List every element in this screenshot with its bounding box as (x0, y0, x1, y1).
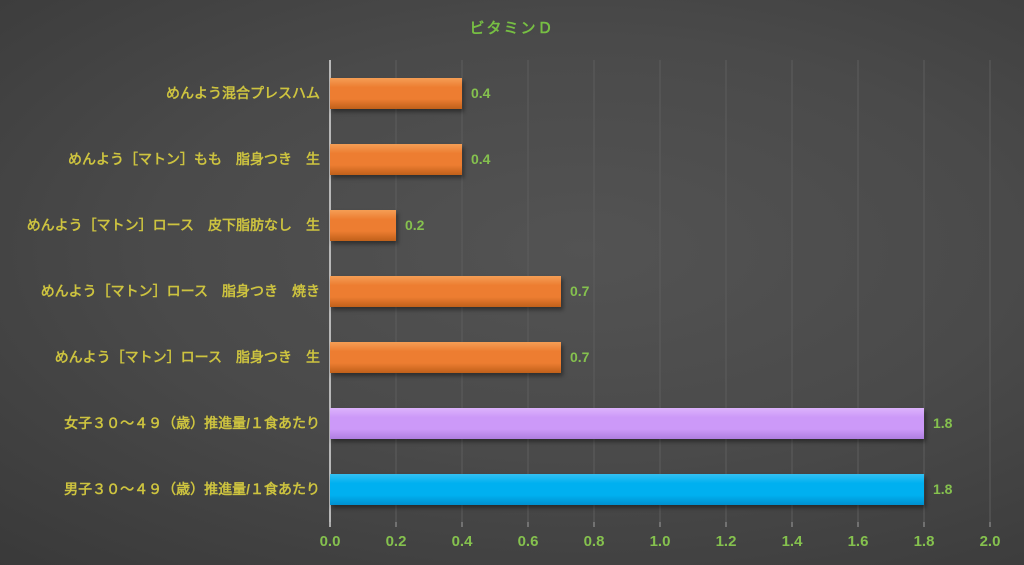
x-tick-mark (461, 522, 463, 527)
x-tick-label: 0.6 (517, 533, 539, 550)
gridline (791, 60, 793, 522)
gridline (725, 60, 727, 522)
x-tick-label: 1.6 (847, 533, 869, 550)
bar-row: 女子３０～４９（歳）推進量/１食あたり 1.8 (64, 390, 990, 456)
category-label: めんよう［マトン］ロース 脂身つき 生 (54, 349, 320, 365)
x-tick-label: 0.2 (385, 533, 407, 550)
value-label: 0.7 (570, 349, 590, 365)
gridline (989, 60, 991, 522)
x-tick-mark (593, 522, 595, 527)
category-label: めんよう［マトン］ロース 脂身つき 焼き (40, 283, 320, 299)
x-tick-mark (791, 522, 793, 527)
category-label: 女子３０～４９（歳）推進量/１食あたり (64, 415, 320, 431)
x-tick-label: 2.0 (979, 533, 1001, 550)
x-tick-mark (725, 522, 727, 527)
bar (330, 209, 396, 241)
value-label: 0.7 (570, 283, 590, 299)
bar-rows: めんよう混合プレスハム 0.4 めんよう［マトン］もも 脂身つき 生 0.4 めんよう［… (27, 60, 990, 522)
category-label: めんよう［マトン］もも 脂身つき 生 (68, 151, 320, 167)
gridline (659, 60, 661, 522)
x-tick-label: 0.4 (451, 533, 473, 550)
category-label: めんよう［マトン］ロース 皮下脂肪なし 生 (26, 217, 320, 233)
x-tick-mark (527, 522, 529, 527)
value-label: 0.4 (471, 85, 491, 101)
bar-row: 男子３０～４９（歳）推進量/１食あたり 1.8 (64, 456, 990, 522)
x-tick-label: 1.2 (715, 533, 737, 550)
category-label: めんよう混合プレスハム (166, 85, 320, 101)
bar-row: めんよう［マトン］ロース 脂身つき 焼き 0.7 (41, 258, 990, 324)
x-tick-label: 1.0 (649, 533, 671, 550)
bar-row: めんよう［マトン］ロース 皮下脂肪なし 生 0.2 (27, 192, 990, 258)
x-tick-label: 0.8 (583, 533, 605, 550)
x-tick-label: 1.4 (781, 533, 803, 550)
bar (330, 275, 561, 307)
plot-area: めんよう混合プレスハム 0.4 めんよう［マトン］もも 脂身つき 生 0.4 めんよう［… (27, 60, 1000, 550)
chart-title: ビタミンＤ (469, 20, 555, 37)
bar (330, 341, 561, 373)
x-tick-mark (989, 522, 991, 527)
x-tick-mark (923, 522, 925, 527)
bar (330, 407, 924, 439)
x-tick-mark (395, 522, 397, 527)
value-label: 0.4 (471, 151, 491, 167)
x-tick-mark (857, 522, 859, 527)
x-tick-mark (659, 522, 661, 527)
x-tick-label: 0.0 (319, 533, 341, 550)
gridline (593, 60, 595, 522)
bar-row: めんよう［マトン］ロース 脂身つき 生 0.7 (55, 324, 990, 390)
value-label: 1.8 (933, 415, 953, 431)
value-label: 1.8 (933, 481, 953, 497)
x-tick-label: 1.8 (913, 533, 935, 550)
bar (330, 77, 462, 109)
x-tick-mark (329, 522, 331, 527)
bar-row: めんよう混合プレスハム 0.4 (166, 60, 990, 126)
value-label: 0.2 (405, 217, 425, 233)
gridline (923, 60, 925, 522)
gridline (857, 60, 859, 522)
bar (330, 143, 462, 175)
category-label: 男子３０～４９（歳）推進量/１食あたり (64, 481, 320, 497)
bar (330, 473, 924, 505)
bar-row: めんよう［マトン］もも 脂身つき 生 0.4 (68, 126, 990, 192)
